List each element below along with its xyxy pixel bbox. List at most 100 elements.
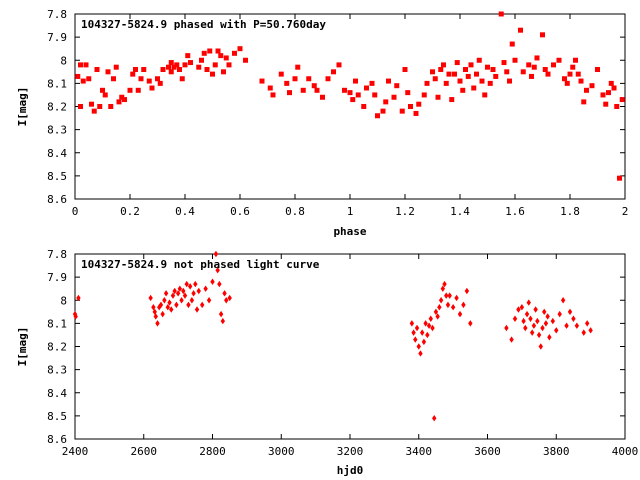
data-point [342, 87, 347, 93]
data-point [589, 83, 595, 89]
data-point [177, 285, 183, 292]
data-point [542, 308, 547, 316]
data-point [168, 69, 174, 75]
data-point [476, 57, 482, 63]
data-point [450, 303, 456, 311]
data-point [113, 64, 119, 70]
data-point [157, 80, 163, 86]
data-point [482, 92, 488, 98]
data-point [383, 99, 389, 105]
data-point [232, 50, 237, 56]
data-point [518, 27, 523, 33]
data-point [595, 67, 600, 72]
data-point [188, 60, 193, 66]
data-point [526, 299, 531, 306]
data-point [430, 69, 435, 75]
data-point [421, 92, 427, 98]
data-point [430, 324, 435, 332]
y-tick-label: 8.5 [47, 170, 67, 183]
data-point [86, 76, 92, 82]
data-point [199, 57, 204, 63]
data-point [391, 94, 397, 100]
x-tick-label: 3800 [543, 445, 570, 458]
plot-frame [74, 13, 626, 200]
data-point [160, 67, 166, 72]
data-point [606, 90, 611, 96]
data-point [409, 320, 415, 327]
data-point [149, 85, 155, 91]
data-point [259, 78, 265, 84]
data-point [588, 327, 593, 334]
data-point [540, 32, 545, 38]
data-point [465, 73, 471, 79]
phased-plot-panel: 0 0.2 0.4 0.6 0.8 1 1.2 1.4 1.6 1.8 2 7.8 7.9 8 8.1 8.2… [16, 8, 628, 238]
x-tick-label: 2 [622, 205, 629, 218]
data-point [181, 287, 186, 295]
data-point [445, 301, 451, 309]
data-point [454, 60, 460, 66]
data-point [175, 290, 181, 297]
x-tick-label: 3000 [268, 445, 295, 458]
data-point [141, 67, 147, 72]
data-point [213, 250, 219, 258]
y-tick-label: 7.9 [47, 271, 67, 284]
data-point [119, 94, 125, 100]
data-point [528, 315, 533, 322]
data-point [425, 331, 430, 339]
data-point [614, 104, 620, 109]
data-point [284, 80, 290, 86]
data-point [194, 306, 200, 313]
data-point [413, 336, 418, 343]
data-point [405, 90, 411, 96]
x-axis-label: hjd0 [337, 464, 364, 477]
data-point [567, 71, 573, 77]
data-point [581, 329, 586, 336]
data-point [603, 101, 609, 107]
data-point [160, 310, 165, 318]
x-tick-label: 1 [347, 205, 354, 218]
data-point [501, 60, 507, 66]
x-tick-label: 3200 [337, 445, 364, 458]
data-point [578, 78, 584, 84]
y-tick-label: 8.4 [47, 147, 67, 160]
data-point [460, 87, 466, 93]
data-point [562, 76, 567, 82]
data-point [146, 78, 152, 84]
data-point [440, 285, 446, 292]
data-point [168, 60, 174, 66]
data-point [449, 97, 455, 103]
data-point [380, 108, 386, 114]
data-point [127, 87, 133, 93]
data-point [457, 78, 463, 84]
data-point [292, 76, 298, 82]
data-point [529, 329, 535, 336]
data-point [210, 71, 215, 77]
data-point [557, 310, 562, 318]
data-point [550, 317, 556, 325]
data-point [433, 308, 439, 316]
data-point [94, 67, 100, 72]
data-point [441, 62, 446, 68]
data-point [394, 83, 400, 89]
y-tick-label: 8 [60, 54, 67, 67]
data-point [199, 301, 205, 309]
data-point [152, 308, 157, 316]
data-point [423, 320, 428, 327]
data-point [538, 343, 543, 350]
data-point [222, 290, 227, 297]
data-point [78, 104, 83, 109]
x-tick-label: 2400 [62, 445, 89, 458]
data-point [414, 324, 420, 332]
data-point [375, 113, 380, 119]
data-point [155, 320, 160, 327]
data-point [435, 313, 440, 320]
data-point [196, 287, 201, 295]
x-tick-label: 3400 [406, 445, 433, 458]
y-tick-label: 8.3 [47, 364, 67, 377]
data-point [490, 67, 496, 72]
data-point [437, 303, 442, 311]
data-point [212, 62, 218, 68]
data-point [364, 85, 369, 91]
data-point [435, 94, 441, 100]
data-point [452, 71, 457, 77]
